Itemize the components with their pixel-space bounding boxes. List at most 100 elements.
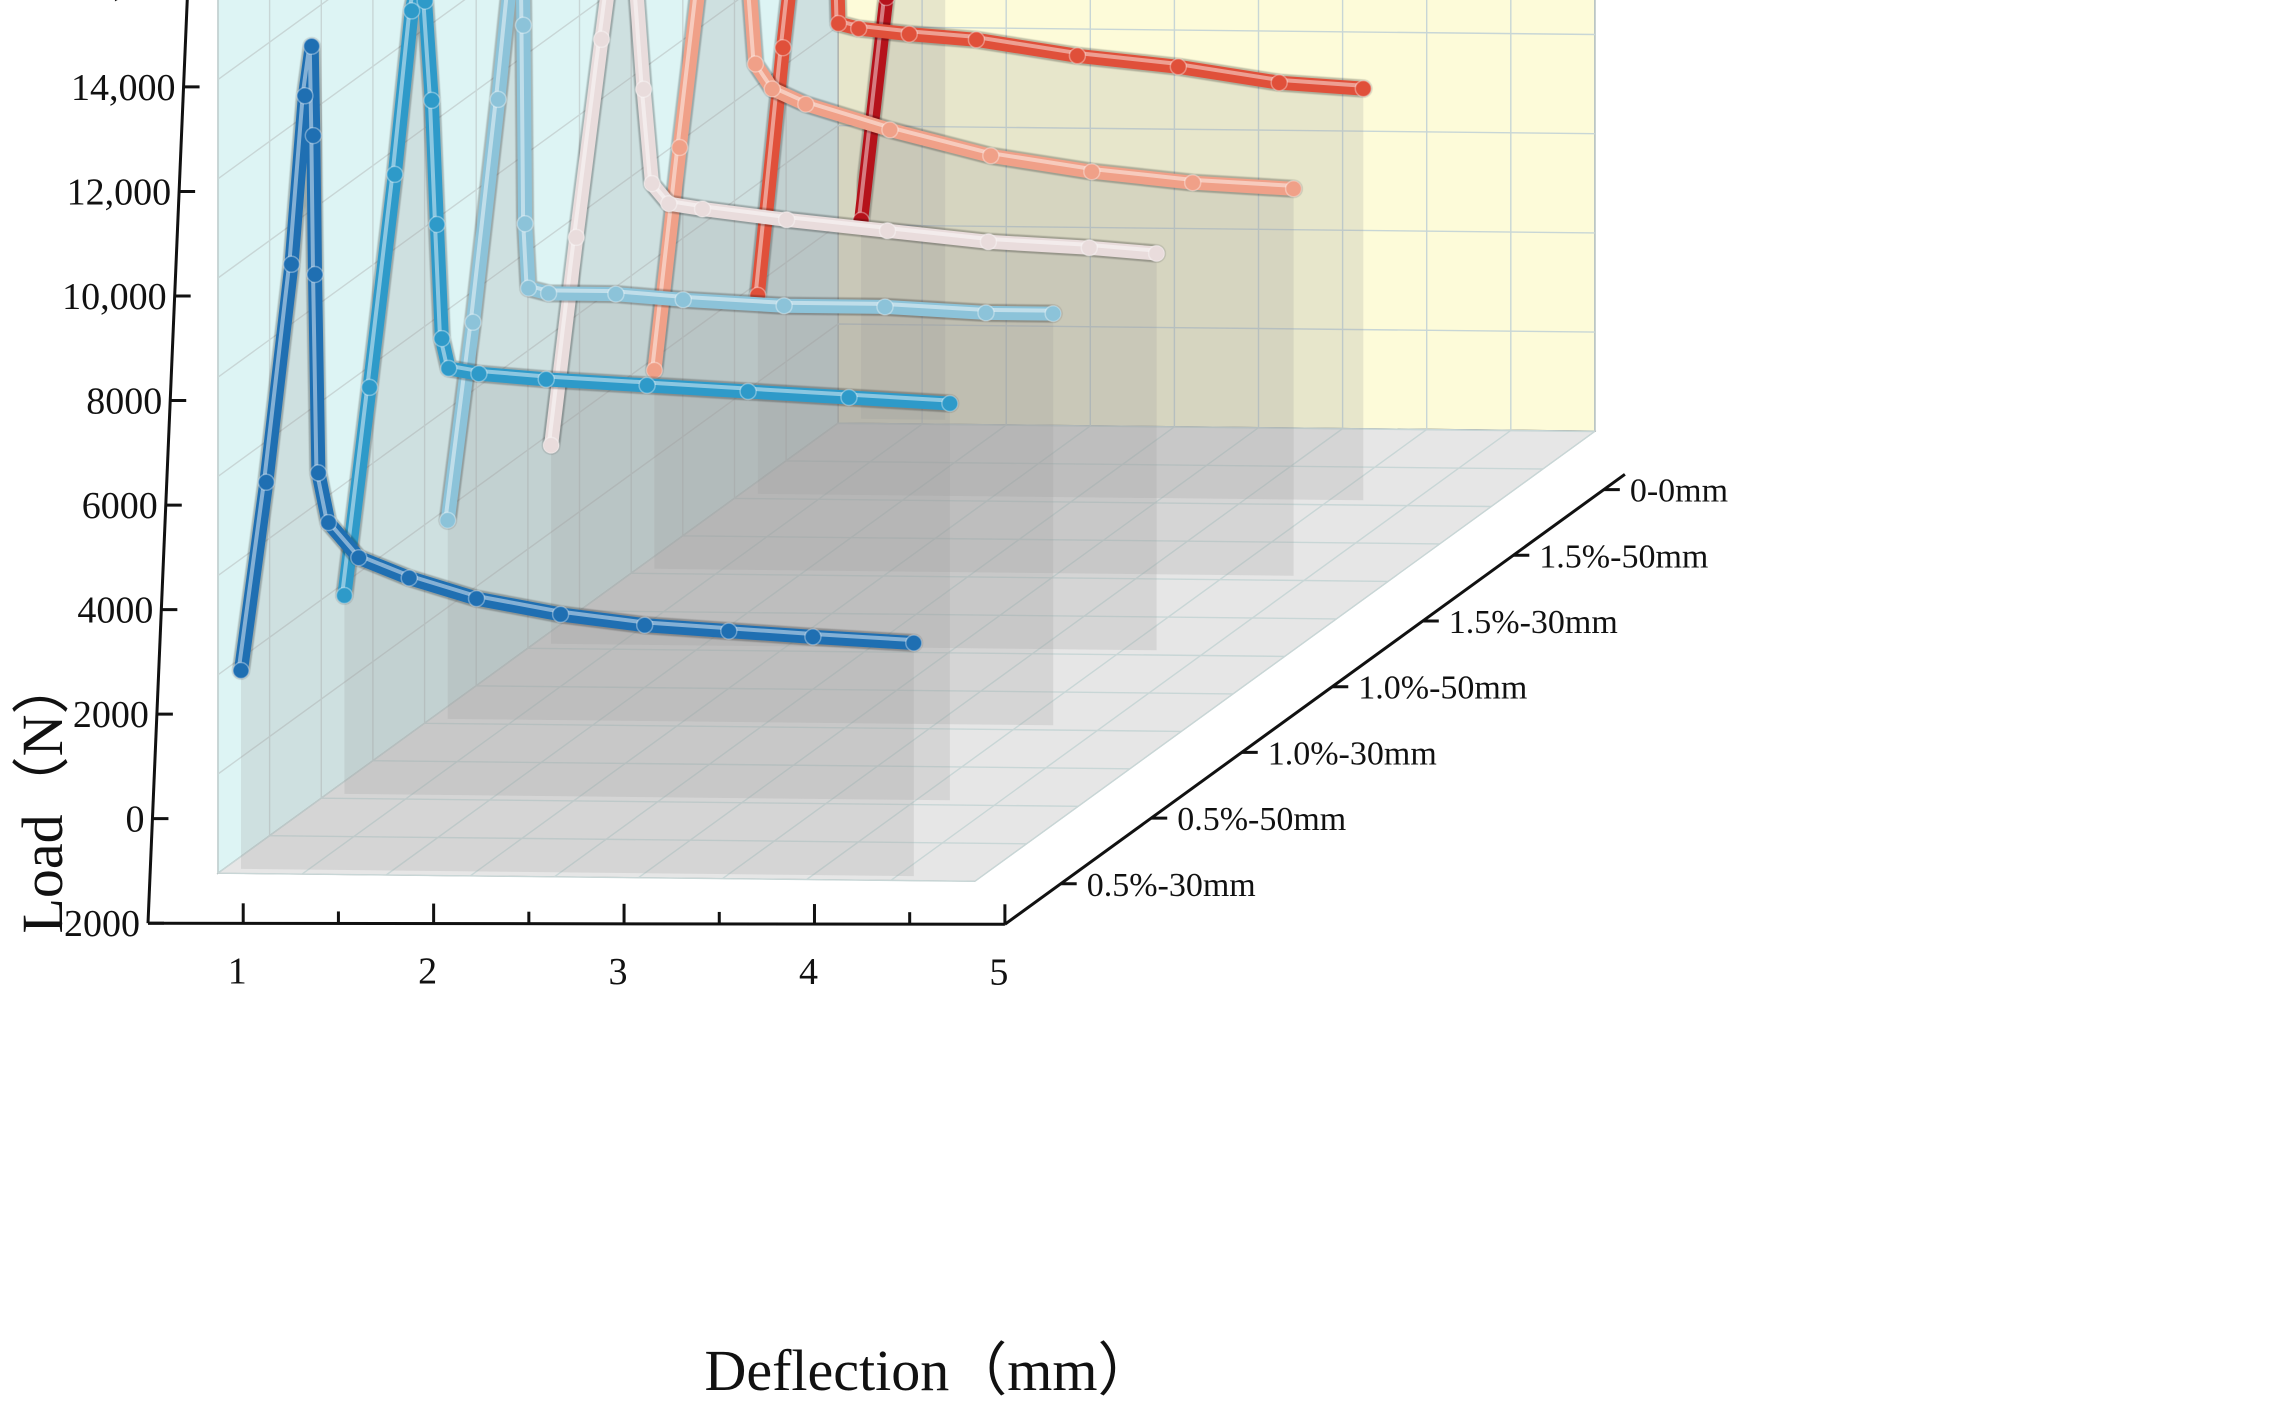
data-point	[849, 19, 868, 38]
data-point	[1169, 58, 1188, 76]
data-point	[674, 291, 692, 309]
series-line	[438, 0, 1063, 530]
y-axis-line	[146, 0, 189, 924]
z-grid-line	[268, 0, 1027, 845]
data-point	[302, 37, 321, 56]
data-point	[777, 211, 796, 229]
series-line	[645, 0, 1303, 380]
data-point	[739, 382, 757, 401]
data-point	[386, 165, 404, 184]
x-axis-title: Deflection（mm）	[704, 1338, 1155, 1403]
data-point	[428, 215, 446, 234]
series-ribbon	[551, 0, 1157, 651]
series-line	[232, 37, 923, 680]
data-point	[607, 285, 625, 303]
data-point	[282, 255, 301, 274]
y-tick-label: −2000	[43, 903, 140, 945]
data-point	[982, 147, 1000, 165]
data-point	[878, 0, 895, 7]
data-point	[537, 370, 555, 389]
data-point	[1044, 304, 1062, 323]
data-point	[232, 661, 250, 680]
series-ribbons	[241, 0, 1364, 877]
z-grid-line	[682, 0, 1440, 545]
x-tick-label: 2	[418, 951, 437, 993]
data-point	[433, 329, 451, 348]
z-grid-line	[372, 0, 1130, 770]
data-point	[1354, 79, 1373, 98]
data-point	[941, 394, 959, 413]
data-point	[638, 376, 656, 395]
data-point	[309, 464, 328, 482]
data-point	[1284, 180, 1303, 198]
data-point	[514, 16, 533, 35]
x-grid-line	[974, 0, 1596, 882]
x-tick-label: 3	[609, 951, 628, 993]
data-point	[979, 233, 998, 251]
data-point	[1083, 162, 1101, 181]
z-tick-label: 1.0%-50mm	[1358, 670, 1527, 707]
axes	[146, 0, 1626, 926]
z-tick-label: 1.5%-30mm	[1449, 604, 1618, 641]
data-point	[967, 31, 986, 49]
data-point	[774, 38, 792, 57]
z-tick-label: 1.0%-30mm	[1268, 735, 1437, 772]
data-point	[539, 284, 558, 303]
data-point	[489, 90, 507, 109]
data-point	[542, 436, 560, 455]
x-tick-label: 4	[799, 951, 818, 993]
data-point	[304, 126, 323, 145]
data-point	[645, 361, 664, 380]
data-point	[763, 80, 781, 98]
y-axis-title: Load（N）	[10, 656, 75, 933]
x-tick-label: 5	[989, 951, 1008, 993]
data-point	[257, 473, 276, 492]
series-ribbon	[447, 0, 1054, 726]
data-point	[660, 194, 678, 213]
data-point	[592, 30, 611, 49]
data-point	[670, 138, 689, 157]
y-tick-label: 14,000	[71, 67, 176, 109]
z-grid-line	[475, 0, 1234, 695]
data-point	[693, 200, 712, 218]
data-point	[551, 605, 570, 624]
data-point	[464, 313, 482, 332]
data-point	[905, 634, 923, 652]
y-ticks: −2000 0 2000 4000 6000 8000 10,000 12,000 14,000…	[43, 0, 200, 945]
data-point	[416, 0, 434, 10]
data-point	[438, 511, 457, 530]
data-point	[1068, 47, 1087, 65]
data-point	[567, 228, 586, 247]
data-point	[876, 298, 894, 316]
data-point	[470, 364, 488, 383]
data-point	[634, 80, 653, 99]
z-grid-line	[630, 0, 1389, 583]
data-point	[829, 14, 848, 33]
data-point	[1080, 239, 1099, 257]
z-axis-line	[1004, 473, 1626, 926]
series-ribbon	[241, 46, 914, 877]
z-grid-line	[785, 0, 1544, 470]
y-tick-label: 16,000	[76, 0, 181, 4]
data-point	[400, 569, 418, 587]
data-point	[360, 378, 379, 397]
z-tick-label: 0.5%-50mm	[1177, 801, 1346, 838]
series-line-highlight	[340, 0, 950, 595]
data-point	[775, 297, 793, 315]
data-point	[1183, 173, 1202, 192]
series-group	[232, 0, 1373, 680]
x-ticks: 1 2 3 4 5	[228, 903, 1008, 993]
series-line	[542, 0, 1166, 455]
y-tick-label: 4000	[77, 590, 153, 632]
y-tick-label: 12,000	[67, 171, 172, 213]
y-tick-label: 0	[125, 799, 144, 841]
z-grid-line	[217, 0, 975, 882]
data-point	[900, 25, 918, 43]
x-tick-label: 1	[228, 950, 247, 992]
data-point	[840, 388, 858, 407]
series-ribbon	[654, 0, 1294, 576]
data-point	[402, 2, 421, 20]
data-point	[804, 628, 822, 646]
data-point	[335, 586, 354, 605]
